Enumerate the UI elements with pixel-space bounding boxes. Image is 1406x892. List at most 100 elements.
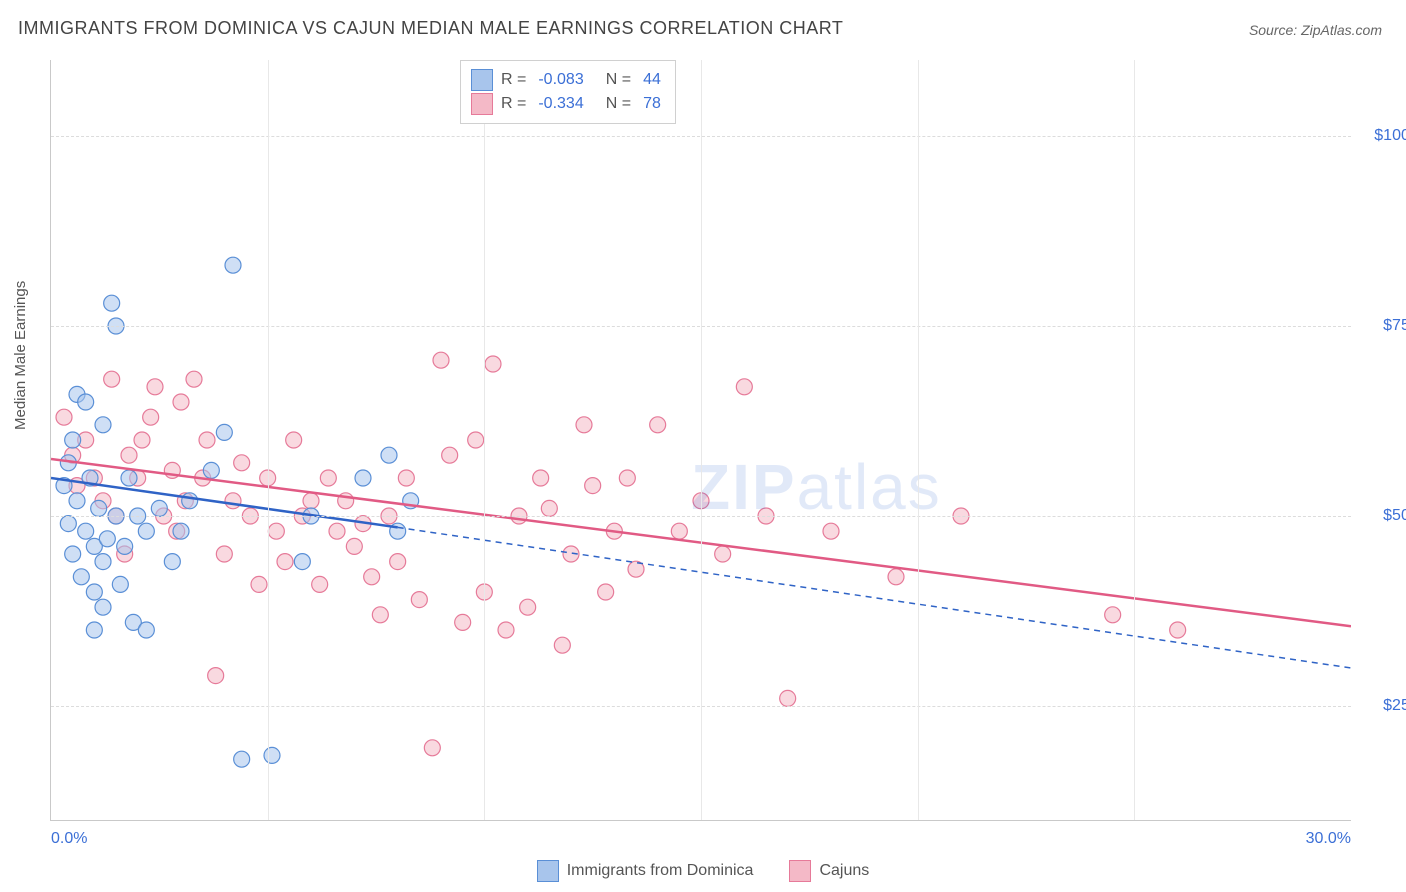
scatter-point-dominica	[104, 295, 120, 311]
legend-n-label: N =	[606, 71, 631, 89]
scatter-point-dominica	[86, 584, 102, 600]
scatter-point-cajuns	[216, 546, 232, 562]
scatter-point-cajuns	[650, 417, 666, 433]
scatter-point-cajuns	[199, 432, 215, 448]
scatter-point-dominica	[86, 622, 102, 638]
scatter-point-cajuns	[303, 493, 319, 509]
x-tick-label: 0.0%	[51, 830, 87, 848]
y-tick-label: $75,000	[1361, 317, 1406, 335]
scatter-point-dominica	[173, 523, 189, 539]
scatter-point-dominica	[182, 493, 198, 509]
source-attribution: Source: ZipAtlas.com	[1249, 22, 1382, 38]
bottom-legend-item: Immigrants from Dominica	[537, 860, 754, 882]
gridline-vertical	[701, 60, 702, 820]
scatter-point-cajuns	[364, 569, 380, 585]
scatter-point-dominica	[381, 447, 397, 463]
scatter-point-cajuns	[329, 523, 345, 539]
scatter-point-cajuns	[424, 740, 440, 756]
scatter-point-cajuns	[533, 470, 549, 486]
scatter-point-cajuns	[225, 493, 241, 509]
scatter-point-dominica	[112, 576, 128, 592]
scatter-point-dominica	[73, 569, 89, 585]
scatter-point-cajuns	[585, 478, 601, 494]
scatter-point-cajuns	[173, 394, 189, 410]
legend-swatch-icon	[471, 93, 493, 115]
scatter-point-cajuns	[390, 554, 406, 570]
scatter-point-dominica	[203, 462, 219, 478]
scatter-point-cajuns	[823, 523, 839, 539]
legend-swatch-icon	[789, 860, 811, 882]
y-tick-label: $25,000	[1361, 697, 1406, 715]
gridline-vertical	[268, 60, 269, 820]
legend-r-label: R =	[501, 95, 526, 113]
x-tick-label: 30.0%	[1306, 830, 1351, 848]
scatter-point-cajuns	[398, 470, 414, 486]
scatter-point-cajuns	[520, 599, 536, 615]
scatter-point-cajuns	[715, 546, 731, 562]
scatter-point-cajuns	[186, 371, 202, 387]
scatter-point-dominica	[164, 554, 180, 570]
scatter-point-cajuns	[208, 668, 224, 684]
correlation-legend: R = -0.083 N = 44 R =-0.334N =78	[460, 60, 676, 124]
gridline-vertical	[1134, 60, 1135, 820]
scatter-point-dominica	[60, 516, 76, 532]
scatter-point-cajuns	[147, 379, 163, 395]
legend-row-cajuns: R =-0.334N =78	[471, 93, 661, 115]
scatter-point-cajuns	[143, 409, 159, 425]
scatter-point-cajuns	[277, 554, 293, 570]
series-legend: Immigrants from Dominica Cajuns	[0, 860, 1406, 882]
scatter-point-cajuns	[134, 432, 150, 448]
scatter-point-dominica	[234, 751, 250, 767]
scatter-point-cajuns	[372, 607, 388, 623]
legend-r-value: -0.083	[538, 71, 583, 89]
scatter-point-cajuns	[485, 356, 501, 372]
scatter-point-cajuns	[576, 417, 592, 433]
scatter-point-dominica	[121, 470, 137, 486]
chart-title: IMMIGRANTS FROM DOMINICA VS CAJUN MEDIAN…	[18, 18, 843, 39]
scatter-point-dominica	[78, 394, 94, 410]
legend-swatch-icon	[471, 69, 493, 91]
bottom-legend-label: Cajuns	[819, 862, 869, 880]
scatter-point-cajuns	[780, 690, 796, 706]
scatter-point-dominica	[95, 554, 111, 570]
scatter-point-cajuns	[554, 637, 570, 653]
trendline-dominica-extrapolated	[398, 527, 1351, 668]
scatter-point-cajuns	[411, 592, 427, 608]
scatter-point-dominica	[65, 432, 81, 448]
legend-r-label: R =	[501, 71, 526, 89]
scatter-point-dominica	[355, 470, 371, 486]
scatter-point-cajuns	[320, 470, 336, 486]
scatter-point-dominica	[65, 546, 81, 562]
legend-row-dominica: R = -0.083 N = 44	[471, 69, 661, 91]
scatter-point-cajuns	[286, 432, 302, 448]
scatter-point-cajuns	[312, 576, 328, 592]
scatter-point-cajuns	[121, 447, 137, 463]
legend-n-value: 44	[643, 71, 661, 89]
y-axis-title: Median Male Earnings	[12, 281, 29, 430]
scatter-point-cajuns	[455, 614, 471, 630]
scatter-point-cajuns	[433, 352, 449, 368]
scatter-point-cajuns	[541, 500, 557, 516]
scatter-point-cajuns	[251, 576, 267, 592]
scatter-point-cajuns	[468, 432, 484, 448]
scatter-point-cajuns	[598, 584, 614, 600]
scatter-point-cajuns	[442, 447, 458, 463]
scatter-point-dominica	[216, 424, 232, 440]
y-tick-label: $100,000	[1361, 127, 1406, 145]
scatter-point-cajuns	[268, 523, 284, 539]
y-tick-label: $50,000	[1361, 507, 1406, 525]
scatter-point-cajuns	[736, 379, 752, 395]
scatter-point-cajuns	[104, 371, 120, 387]
scatter-point-dominica	[294, 554, 310, 570]
scatter-point-dominica	[78, 523, 94, 539]
scatter-point-cajuns	[1170, 622, 1186, 638]
scatter-point-dominica	[95, 417, 111, 433]
scatter-point-dominica	[99, 531, 115, 547]
chart-plot-area: ZIPatlas $25,000$50,000$75,000$100,0000.…	[50, 60, 1351, 821]
scatter-point-dominica	[138, 523, 154, 539]
scatter-point-cajuns	[498, 622, 514, 638]
scatter-point-dominica	[151, 500, 167, 516]
scatter-point-cajuns	[1105, 607, 1121, 623]
scatter-point-dominica	[138, 622, 154, 638]
scatter-point-dominica	[95, 599, 111, 615]
